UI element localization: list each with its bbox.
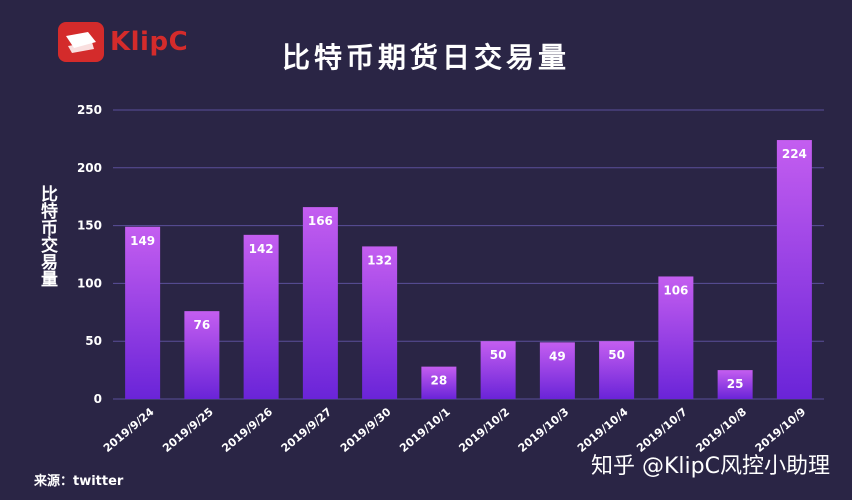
bar <box>243 234 279 399</box>
bar <box>658 276 694 399</box>
x-tick-label: 2019/10/3 <box>516 405 572 455</box>
data-label: 50 <box>490 348 507 362</box>
data-label: 76 <box>194 318 211 332</box>
y-tick-label: 250 <box>77 103 102 117</box>
data-label: 28 <box>431 374 448 388</box>
source-note: 来源：twitter <box>34 474 124 489</box>
y-tick-label: 0 <box>94 392 102 406</box>
klipc-logo: KlipC <box>58 22 188 62</box>
x-tick-label: 2019/9/24 <box>101 405 157 455</box>
data-label: 224 <box>782 147 807 161</box>
y-axis-label: 比特币交易量 <box>37 185 57 287</box>
bar <box>717 370 753 399</box>
y-tick-label: 100 <box>77 276 102 290</box>
chart-title: 比特币期货日交易量 <box>281 41 570 74</box>
data-label: 50 <box>608 348 625 362</box>
y-tick-label: 200 <box>77 161 102 175</box>
x-tick-label: 2019/9/30 <box>338 405 394 455</box>
bar <box>421 366 457 399</box>
bar <box>302 207 338 399</box>
data-label: 149 <box>130 234 155 248</box>
logo-text: KlipC <box>110 27 189 57</box>
x-tick-label: 2019/9/27 <box>279 405 335 455</box>
watermark: 知乎 @KlipC风控小助理 <box>591 454 830 479</box>
data-label: 166 <box>308 214 333 228</box>
x-tick-label: 2019/10/1 <box>397 405 453 455</box>
data-label: 142 <box>249 242 274 256</box>
y-tick-label: 150 <box>77 219 102 233</box>
x-tick-label: 2019/9/26 <box>219 405 275 455</box>
bar <box>539 342 575 399</box>
bar <box>776 140 812 399</box>
bar <box>480 341 516 399</box>
y-tick-label: 50 <box>85 334 102 348</box>
data-label: 49 <box>549 349 566 363</box>
data-label: 106 <box>663 283 688 297</box>
bar <box>125 226 161 399</box>
x-tick-label: 2019/10/2 <box>456 405 512 455</box>
bar <box>362 246 398 399</box>
bar <box>184 311 220 399</box>
klipc-logo-icon <box>58 22 104 62</box>
data-label: 25 <box>727 377 744 391</box>
bar <box>599 341 635 399</box>
data-label: 132 <box>367 253 392 267</box>
x-tick-label: 2019/9/25 <box>160 405 216 455</box>
